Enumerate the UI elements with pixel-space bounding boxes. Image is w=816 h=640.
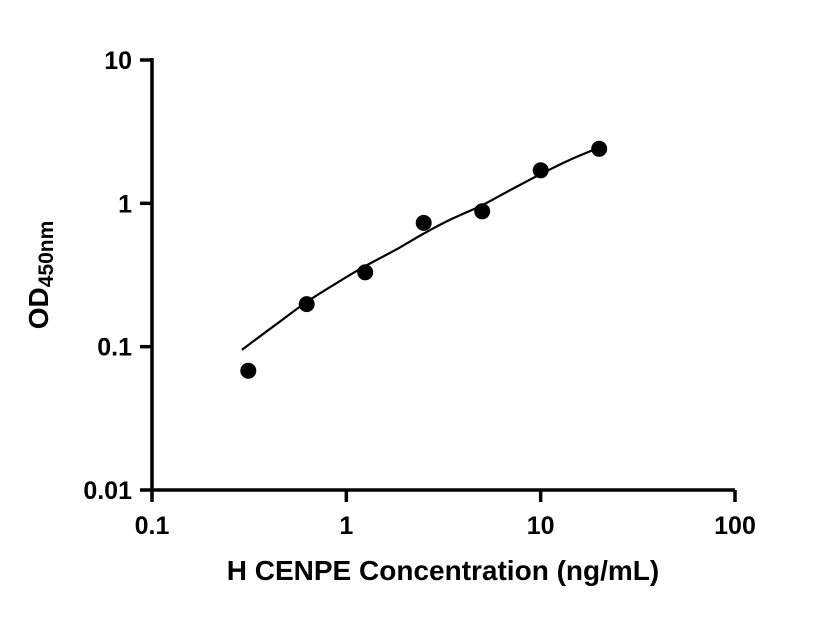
data-point <box>532 162 549 179</box>
y-tick-label: 0.1 <box>97 334 132 362</box>
data-point <box>415 214 432 231</box>
y-axis-title: OD450nm <box>23 221 58 330</box>
y-tick-label: 10 <box>104 47 132 75</box>
data-point <box>298 296 315 313</box>
axes-spine <box>150 58 735 492</box>
data-point <box>591 140 608 157</box>
y-axis-title-main: OD <box>23 287 54 329</box>
data-point <box>357 264 374 281</box>
x-tick-label: 100 <box>714 512 756 540</box>
x-axis-title: H CENPE Concentration (ng/mL) <box>227 555 659 586</box>
x-tick-label: 1 <box>339 512 353 540</box>
x-tick-label: 0.1 <box>135 512 170 540</box>
y-tick-label: 1 <box>118 190 132 218</box>
y-tick-label: 0.01 <box>83 477 132 505</box>
y-axis-title-subscript: 450nm <box>35 221 58 288</box>
data-point <box>474 203 491 220</box>
data-point <box>240 362 257 379</box>
x-tick-label: 10 <box>527 512 555 540</box>
fit-curve <box>241 146 600 351</box>
